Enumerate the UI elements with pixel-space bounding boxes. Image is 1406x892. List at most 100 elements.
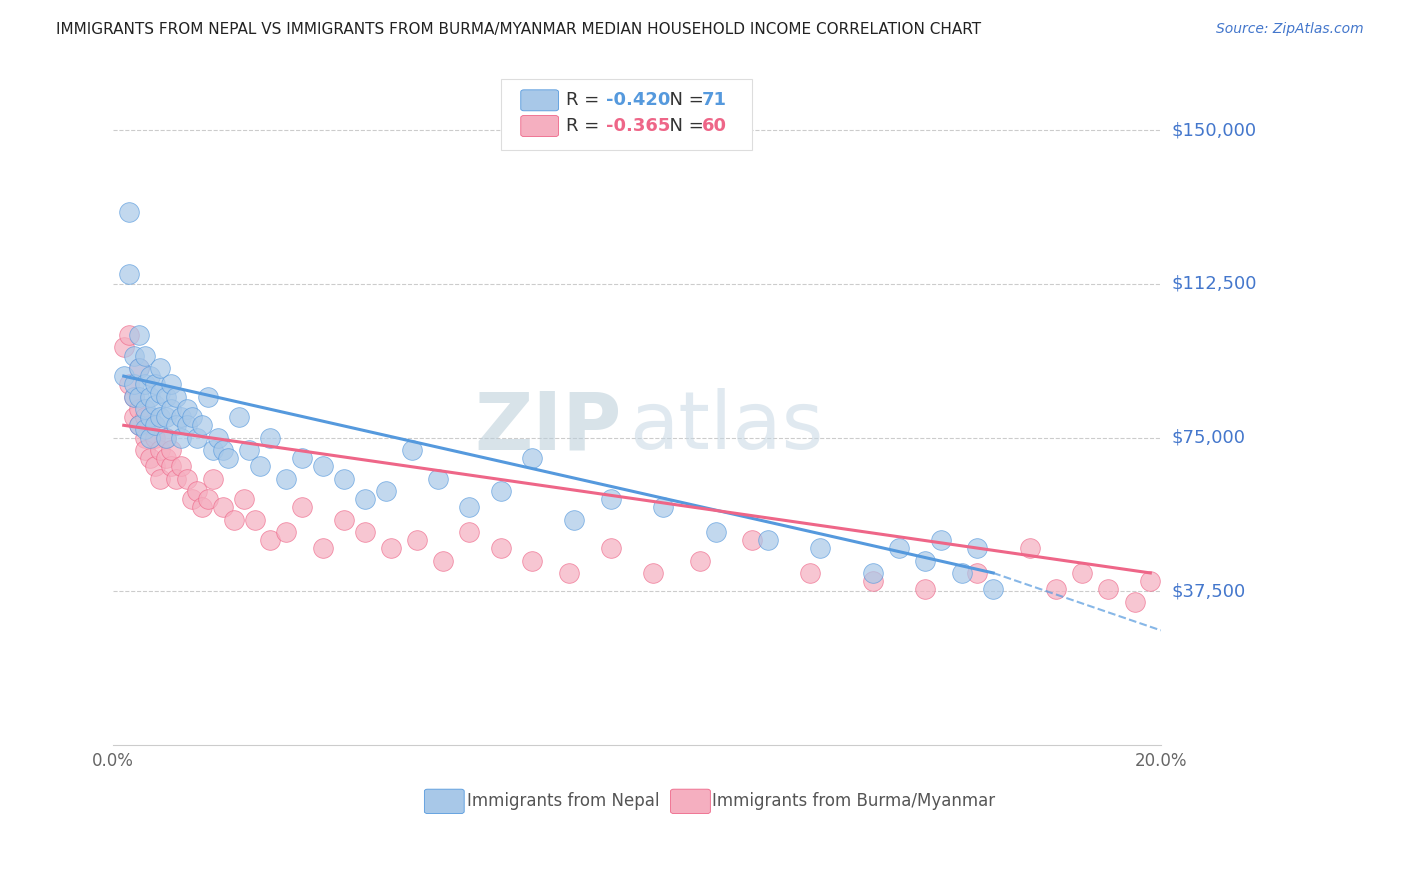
Point <box>406 533 429 548</box>
Point <box>1045 582 1067 597</box>
Point <box>149 360 172 375</box>
Point <box>139 369 162 384</box>
Text: 60: 60 <box>702 117 727 135</box>
Point <box>134 349 156 363</box>
Point <box>741 533 763 548</box>
Point <box>808 541 831 556</box>
Point <box>432 554 454 568</box>
Point <box>353 492 375 507</box>
Point <box>118 328 141 343</box>
Point <box>122 377 145 392</box>
Point <box>155 431 177 445</box>
Point <box>176 472 198 486</box>
Point <box>291 500 314 515</box>
Point <box>197 492 219 507</box>
Point <box>118 377 141 392</box>
Text: atlas: atlas <box>628 388 823 467</box>
Point <box>212 442 235 457</box>
Text: ZIP: ZIP <box>474 388 621 467</box>
Point <box>374 483 396 498</box>
Point <box>186 483 208 498</box>
Point <box>155 451 177 466</box>
Point <box>139 431 162 445</box>
Point <box>259 431 281 445</box>
FancyBboxPatch shape <box>520 90 558 111</box>
Point <box>380 541 402 556</box>
Point <box>155 390 177 404</box>
Point <box>134 422 156 436</box>
Point <box>929 533 952 548</box>
Point <box>170 410 193 425</box>
Point <box>353 524 375 539</box>
Point <box>160 401 183 416</box>
Point <box>458 524 481 539</box>
Point <box>458 500 481 515</box>
Text: $112,500: $112,500 <box>1173 275 1257 293</box>
Text: N =: N = <box>658 117 710 135</box>
Point <box>249 459 271 474</box>
Point <box>170 431 193 445</box>
Point <box>128 360 150 375</box>
Text: IMMIGRANTS FROM NEPAL VS IMMIGRANTS FROM BURMA/MYANMAR MEDIAN HOUSEHOLD INCOME C: IMMIGRANTS FROM NEPAL VS IMMIGRANTS FROM… <box>56 22 981 37</box>
Point <box>312 459 335 474</box>
Point <box>599 492 621 507</box>
Point <box>149 385 172 400</box>
Point <box>180 492 202 507</box>
Text: Immigrants from Burma/Myanmar: Immigrants from Burma/Myanmar <box>713 792 995 810</box>
Point <box>489 483 512 498</box>
Point <box>599 541 621 556</box>
Point <box>128 328 150 343</box>
Point <box>112 369 135 384</box>
Point <box>332 472 354 486</box>
FancyBboxPatch shape <box>520 116 558 136</box>
Point <box>558 566 581 580</box>
Point <box>238 442 260 457</box>
Point <box>489 541 512 556</box>
Point <box>191 418 214 433</box>
Text: R =: R = <box>565 117 605 135</box>
Point <box>562 513 585 527</box>
Point <box>118 267 141 281</box>
Point <box>862 566 884 580</box>
Point <box>143 377 166 392</box>
Point <box>160 442 183 457</box>
Point <box>186 431 208 445</box>
Point <box>862 574 884 589</box>
Point <box>134 442 156 457</box>
Point <box>128 418 150 433</box>
Point <box>950 566 973 580</box>
Text: 71: 71 <box>702 91 727 110</box>
Point <box>799 566 821 580</box>
Point <box>274 472 297 486</box>
Point <box>332 513 354 527</box>
Point <box>139 390 162 404</box>
Point <box>139 418 162 433</box>
Point <box>966 566 988 580</box>
Point <box>1097 582 1119 597</box>
Point <box>134 431 156 445</box>
Point <box>149 410 172 425</box>
Point <box>180 410 202 425</box>
Point <box>259 533 281 548</box>
Point <box>122 349 145 363</box>
Point <box>122 390 145 404</box>
Point <box>160 459 183 474</box>
Point <box>291 451 314 466</box>
Point <box>914 554 936 568</box>
Text: $150,000: $150,000 <box>1173 121 1257 139</box>
Point <box>887 541 910 556</box>
Point <box>312 541 335 556</box>
Text: N =: N = <box>658 91 710 110</box>
Point <box>139 451 162 466</box>
Point <box>201 442 224 457</box>
Point <box>914 582 936 597</box>
Point <box>243 513 266 527</box>
Point <box>228 410 250 425</box>
Point <box>274 524 297 539</box>
Point <box>704 524 727 539</box>
Point <box>1139 574 1161 589</box>
Point <box>201 472 224 486</box>
Point <box>139 410 162 425</box>
Point <box>1123 594 1146 608</box>
Point <box>149 442 172 457</box>
